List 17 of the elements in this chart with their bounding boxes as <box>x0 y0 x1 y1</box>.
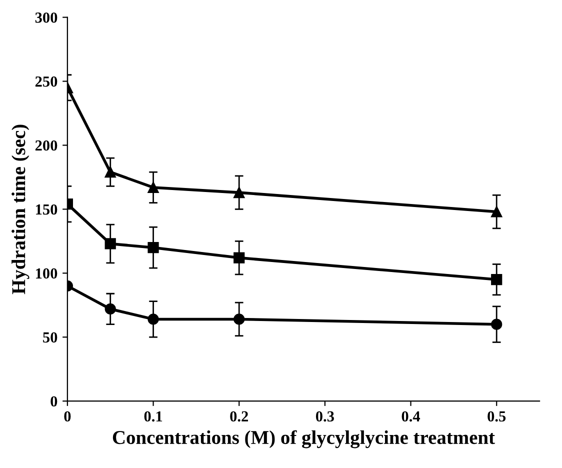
point <box>104 238 116 250</box>
x-tick-label: 0.3 <box>316 411 334 422</box>
x-tick-label: 0.4 <box>402 411 420 422</box>
y-tick-label: 0 <box>50 396 58 407</box>
y-tick-label: 150 <box>36 204 58 215</box>
y-tick-label: 250 <box>35 76 58 87</box>
y-tick-label: 100 <box>36 268 58 279</box>
y-axis-title: Hydration time (sec) <box>12 124 30 294</box>
x-axis-title: Concentrations (M) of glycylglycine treatment <box>112 430 495 448</box>
x-tick-label: 0.2 <box>230 411 248 422</box>
x-tick-label: 0 <box>64 411 71 422</box>
y-tick-label: 50 <box>43 332 58 343</box>
point <box>148 242 159 254</box>
x-tick-label: 0.1 <box>144 411 162 422</box>
y-tick-label: 300 <box>35 12 58 23</box>
y-tick-label: 200 <box>35 140 58 151</box>
x-tick-label: 0.5 <box>488 411 506 422</box>
